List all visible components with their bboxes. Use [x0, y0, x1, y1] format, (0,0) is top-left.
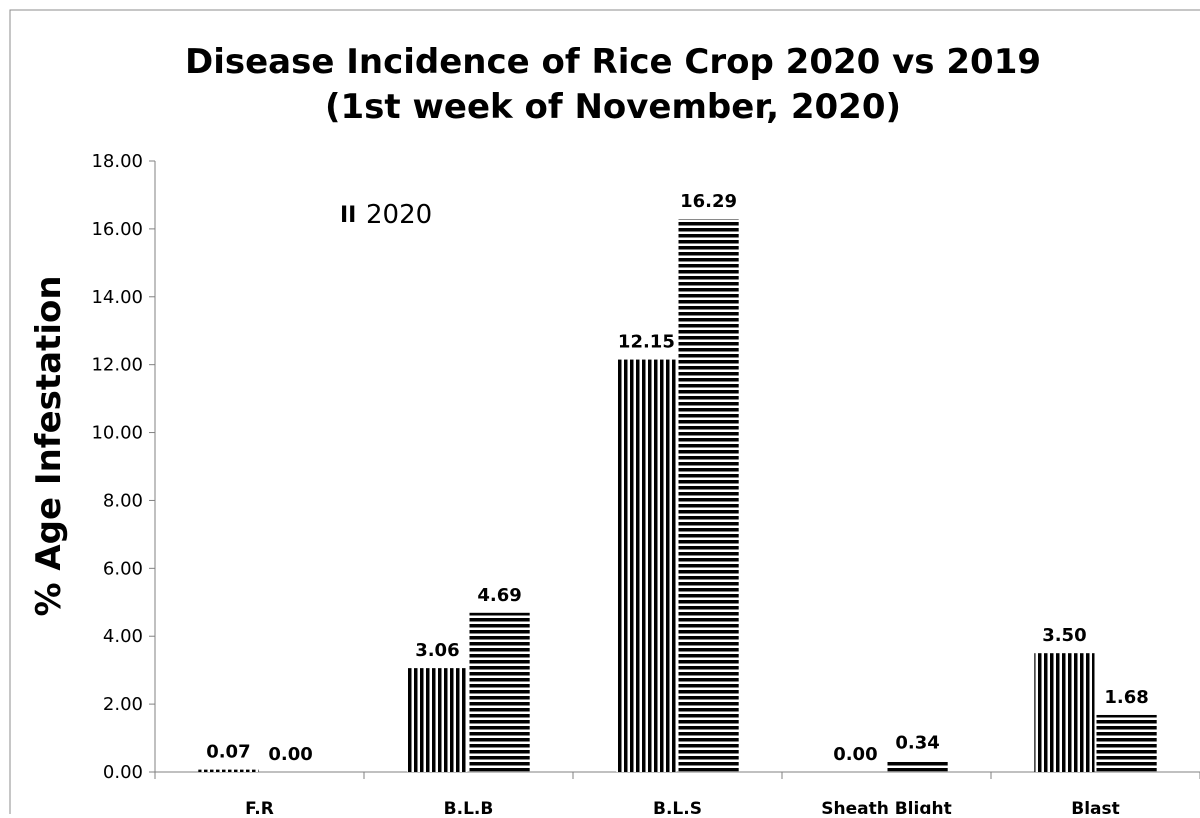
- bar-series-1-blast: [1034, 653, 1095, 772]
- data-labels-group: 0.07 0.00 3.06 4.69 12.15 16.29 0.00 0.34 3.50 1.…: [206, 191, 1149, 765]
- y-tick-label: 8.00: [103, 490, 143, 511]
- legend-swatch-2020: II: [340, 203, 356, 228]
- x-category-label: B.L.S: [653, 799, 702, 814]
- x-category-label: B.L.B: [444, 799, 494, 814]
- y-tick-label: 18.00: [91, 151, 143, 172]
- y-tick-label: 0.00: [103, 762, 143, 783]
- y-axis: 0.00 2.00 4.00 6.00 8.00 10.00 12.00 14.00 16.00…: [91, 151, 156, 783]
- data-label: 0.34: [895, 732, 939, 753]
- chart-title-line-1: Disease Incidence of Rice Crop 2020 vs 2…: [185, 42, 1041, 82]
- y-tick-label: 6.00: [103, 558, 143, 579]
- y-axis-label: % Age Infestation: [29, 275, 69, 616]
- data-label: 0.00: [833, 744, 877, 765]
- data-label: 1.68: [1104, 687, 1148, 708]
- bars-group: [198, 219, 1157, 773]
- y-tick-label: 4.00: [103, 626, 143, 647]
- bar-series-2-b-l-s: [678, 219, 739, 773]
- bar-series-2-blast: [1096, 714, 1157, 772]
- x-axis: F.R B.L.B B.L.S Sheath Blight Blast: [154, 771, 1200, 818]
- data-label: 4.69: [477, 585, 521, 606]
- bar-series-1-b-l-b: [407, 668, 468, 772]
- chart-border: [9, 9, 1200, 818]
- data-label: 0.00: [268, 744, 312, 765]
- x-category-label: Blast: [1071, 799, 1120, 814]
- y-tick-label: 14.00: [91, 287, 143, 308]
- bar-series-2-b-l-b: [469, 612, 530, 772]
- chart-title-line-2: (1st week of November, 2020): [325, 87, 901, 127]
- bar-series-1-b-l-s: [616, 359, 677, 772]
- data-label: 3.06: [415, 640, 459, 661]
- data-label: 16.29: [680, 191, 737, 212]
- x-category-label: Sheath Blight: [821, 799, 952, 814]
- x-category-label: F.R: [245, 799, 274, 814]
- y-tick-label: 12.00: [91, 355, 143, 376]
- data-label: 0.07: [206, 742, 250, 763]
- legend-label-2020: 2020: [366, 200, 432, 230]
- data-label: 3.50: [1042, 625, 1086, 646]
- legend: II 2020: [340, 200, 432, 230]
- y-tick-label: 10.00: [91, 423, 143, 444]
- y-tick-label: 2.00: [103, 694, 143, 715]
- bar-series-1-f-r: [198, 769, 259, 772]
- data-label: 12.15: [618, 332, 675, 353]
- bar-series-2-sheath-blight: [887, 760, 948, 772]
- y-tick-label: 16.00: [91, 219, 143, 240]
